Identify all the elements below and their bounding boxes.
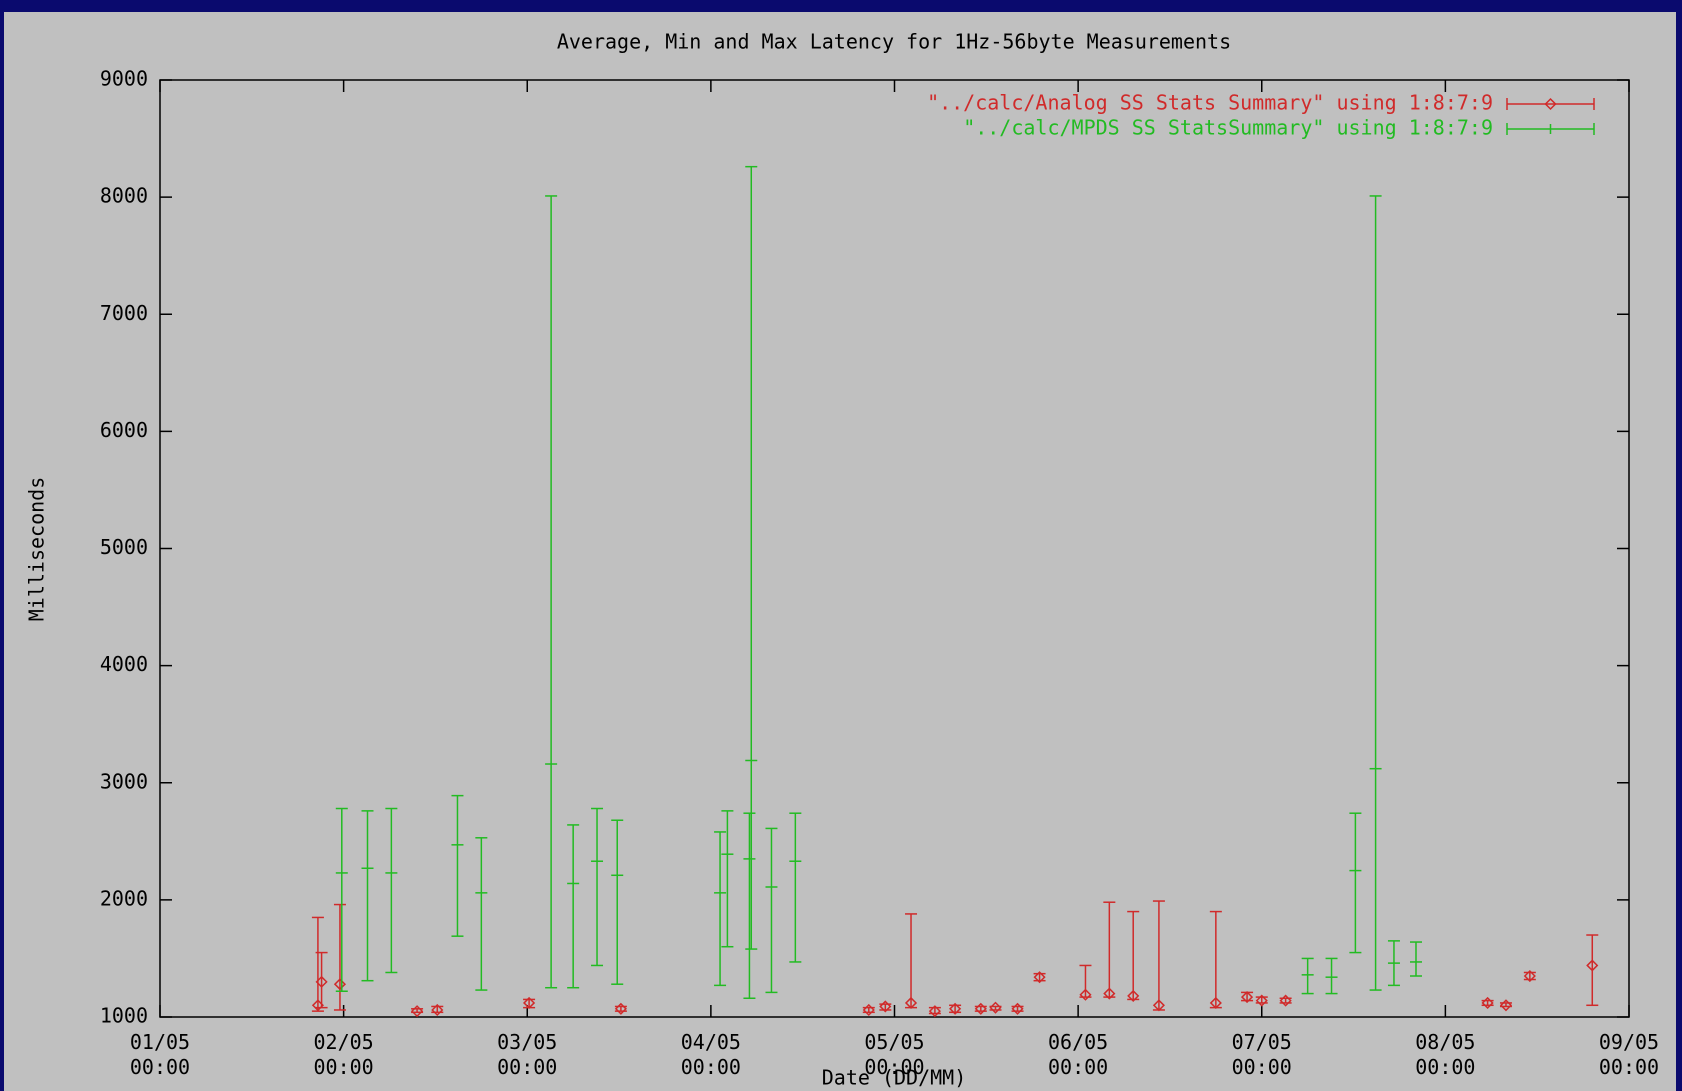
y-tick-label: 8000 bbox=[100, 184, 148, 208]
data-point bbox=[411, 1005, 424, 1018]
y-tick-label: 2000 bbox=[100, 886, 148, 910]
data-point bbox=[949, 1002, 962, 1015]
data-point bbox=[862, 1003, 875, 1017]
data-point bbox=[879, 1000, 892, 1013]
data-point bbox=[989, 1001, 1002, 1014]
data-point bbox=[1481, 996, 1494, 1010]
data-point bbox=[1011, 1002, 1024, 1015]
data-point bbox=[1523, 969, 1536, 983]
data-point bbox=[1209, 996, 1222, 1010]
data-point bbox=[1033, 971, 1046, 984]
x-tick-label: 06/05 00:00 bbox=[1048, 1030, 1108, 1079]
y-tick-label: 4000 bbox=[100, 652, 148, 676]
x-tick-label: 02/05 00:00 bbox=[314, 1030, 374, 1079]
data-point bbox=[1079, 988, 1092, 1001]
x-tick-label: 09/05 00:00 bbox=[1599, 1030, 1659, 1079]
y-axis-label: Milliseconds bbox=[25, 477, 49, 622]
y-tick-label: 5000 bbox=[100, 535, 148, 559]
legend-swatch bbox=[1544, 97, 1557, 111]
legend-label: "../calc/MPDS SS StatsSummary" using 1:8… bbox=[963, 116, 1493, 140]
x-tick-label: 01/05 00:00 bbox=[130, 1030, 190, 1079]
data-point bbox=[974, 1002, 987, 1015]
data-point bbox=[1586, 959, 1599, 972]
data-point bbox=[311, 999, 324, 1012]
data-point bbox=[1152, 999, 1165, 1012]
data-point bbox=[431, 1003, 444, 1017]
data-point bbox=[1103, 987, 1116, 1000]
y-tick-label: 6000 bbox=[100, 418, 148, 442]
chart-title: Average, Min and Max Latency for 1Hz-56b… bbox=[557, 30, 1231, 54]
x-tick-label: 03/05 00:00 bbox=[497, 1030, 557, 1079]
data-point bbox=[333, 978, 347, 991]
y-tick-label: 1000 bbox=[100, 1004, 148, 1028]
x-tick-label: 07/05 00:00 bbox=[1232, 1030, 1292, 1079]
data-point bbox=[1499, 999, 1513, 1012]
x-tick-label: 05/05 00:00 bbox=[864, 1030, 924, 1079]
y-tick-label: 3000 bbox=[100, 769, 148, 793]
x-axis-label: Date (DD/MM) bbox=[822, 1066, 967, 1090]
data-point bbox=[614, 1002, 627, 1015]
data-point bbox=[904, 996, 918, 1010]
x-tick-label: 04/05 00:00 bbox=[681, 1030, 741, 1079]
data-point bbox=[928, 1005, 941, 1018]
data-point bbox=[315, 975, 328, 988]
legend-label: "../calc/Analog SS Stats Summary" using … bbox=[927, 91, 1493, 115]
y-tick-label: 9000 bbox=[100, 67, 148, 91]
data-point bbox=[1279, 994, 1292, 1007]
data-point bbox=[1127, 989, 1140, 1002]
x-tick-label: 08/05 00:00 bbox=[1415, 1030, 1475, 1079]
data-point bbox=[1255, 994, 1268, 1007]
data-point bbox=[523, 996, 536, 1010]
y-tick-label: 7000 bbox=[100, 301, 148, 325]
plot-background bbox=[4, 12, 1676, 1091]
data-point bbox=[1240, 991, 1254, 1004]
